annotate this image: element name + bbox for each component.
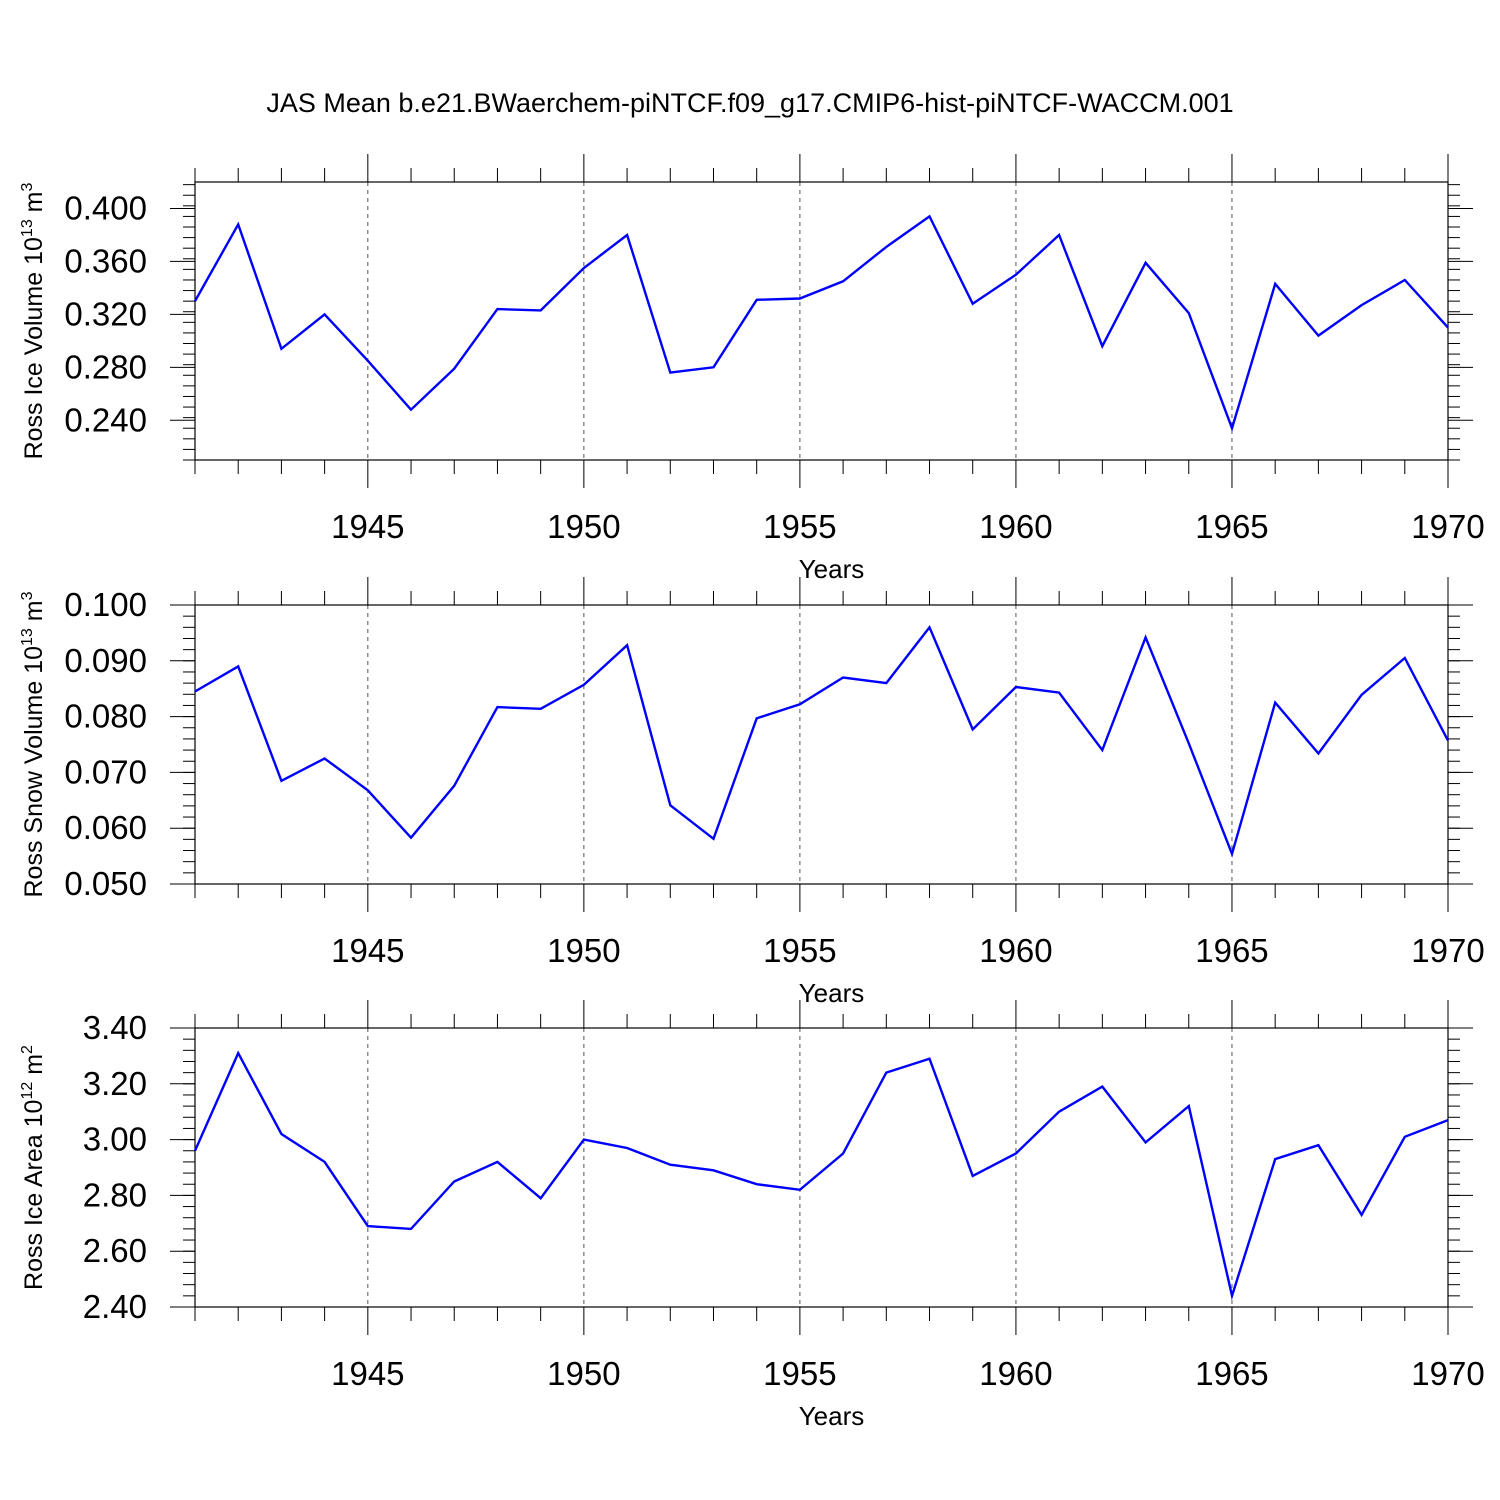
x-tick-label: 1955 xyxy=(763,508,836,545)
y-axis-label-name: Ross Ice Volume xyxy=(20,272,48,460)
y-tick-label: 0.360 xyxy=(64,242,147,279)
y-tick-label: 0.320 xyxy=(64,295,147,332)
y-tick-label: 0.050 xyxy=(64,865,147,902)
series-line xyxy=(193,1050,1449,1301)
x-tick-label: 1945 xyxy=(331,932,404,969)
y-axis-unit-tail: m xyxy=(20,191,48,212)
y-tick-label: 0.100 xyxy=(64,586,147,623)
y-tick-label: 3.00 xyxy=(83,1121,147,1158)
x-tick-label: 1960 xyxy=(979,1355,1052,1392)
x-tick-label: 1950 xyxy=(547,932,620,969)
x-axis-label: Years xyxy=(799,1401,865,1431)
panel-ice-volume: 1945 1950 1955 1960 1965 1970 0.240 0.280 0.320 0… xyxy=(19,154,1485,584)
x-tick-label: 1965 xyxy=(1195,508,1268,545)
x-tick-label: 1965 xyxy=(1195,1355,1268,1392)
y-tick-label: 0.060 xyxy=(64,809,147,846)
panel-snow-volume: 1945 1950 1955 1960 1965 1970 0.050 0.060 0.070 0… xyxy=(19,577,1485,1008)
x-tick-label: 1955 xyxy=(763,1355,836,1392)
figure-title: JAS Mean b.e21.BWaerchem-piNTCF.f09_g17.… xyxy=(266,88,1234,118)
y-axis-unit-exponent: 13 xyxy=(19,219,36,237)
y-tick-label: 3.40 xyxy=(83,1009,147,1046)
x-tick-label: 1970 xyxy=(1411,1355,1484,1392)
x-tick-label: 1955 xyxy=(763,932,836,969)
x-axis-label: Years xyxy=(799,554,865,584)
y-axis-label: Ross Ice Area 1012 m2 xyxy=(19,1045,48,1290)
x-tick-label: 1970 xyxy=(1411,508,1484,545)
x-tick-label: 1950 xyxy=(547,1355,620,1392)
y-axis-unit-tail-exponent: 3 xyxy=(19,591,36,600)
x-tick-label: 1945 xyxy=(331,508,404,545)
y-axis-unit-tail-exponent: 2 xyxy=(19,1045,36,1054)
y-axis-label-name: Ross Ice Area xyxy=(20,1134,48,1290)
y-tick-label: 3.20 xyxy=(83,1065,147,1102)
y-tick-label: 0.240 xyxy=(64,401,147,438)
x-tick-label: 1965 xyxy=(1195,932,1268,969)
y-tick-label: 2.40 xyxy=(83,1288,147,1325)
y-axis-label: Ross Ice Volume 1013 m3 xyxy=(19,182,48,459)
y-axis-unit-exponent: 13 xyxy=(19,628,36,646)
y-tick-label: 0.080 xyxy=(64,698,147,735)
plot-frame xyxy=(194,1027,1449,1308)
y-tick-label: 2.60 xyxy=(83,1232,147,1269)
y-axis-unit-base: 10 xyxy=(20,237,48,265)
y-axis-unit-tail: m xyxy=(20,1054,48,1075)
x-tick-label: 1960 xyxy=(979,932,1052,969)
y-tick-label: 0.090 xyxy=(64,642,147,679)
x-tick-label: 1970 xyxy=(1411,932,1484,969)
y-axis-label-name: Ross Snow Volume xyxy=(20,681,48,898)
plot-frame xyxy=(194,181,1449,461)
series-line xyxy=(193,214,1449,432)
plot-frame xyxy=(194,604,1449,885)
y-tick-label: 0.070 xyxy=(64,753,147,790)
x-tick-label: 1945 xyxy=(331,1355,404,1392)
y-axis-unit-exponent: 12 xyxy=(19,1082,36,1100)
y-axis-unit-tail-exponent: 3 xyxy=(19,182,36,191)
y-tick-label: 0.400 xyxy=(64,189,147,226)
x-axis-label: Years xyxy=(799,978,865,1008)
y-tick-label: 2.80 xyxy=(83,1176,147,1213)
y-tick-label: 0.280 xyxy=(64,348,147,385)
series-line xyxy=(194,624,1450,858)
y-axis-unit-base: 10 xyxy=(20,1100,48,1128)
x-tick-label: 1950 xyxy=(547,508,620,545)
y-axis-unit-tail: m xyxy=(20,600,48,621)
panel-ice-area: 1945 1950 1955 1960 1965 1970 2.40 2.60 2.80 3.00… xyxy=(19,1000,1485,1431)
y-axis-unit-base: 10 xyxy=(20,646,48,674)
x-tick-label: 1960 xyxy=(979,508,1052,545)
y-axis-label: Ross Snow Volume 1013 m3 xyxy=(19,591,48,897)
